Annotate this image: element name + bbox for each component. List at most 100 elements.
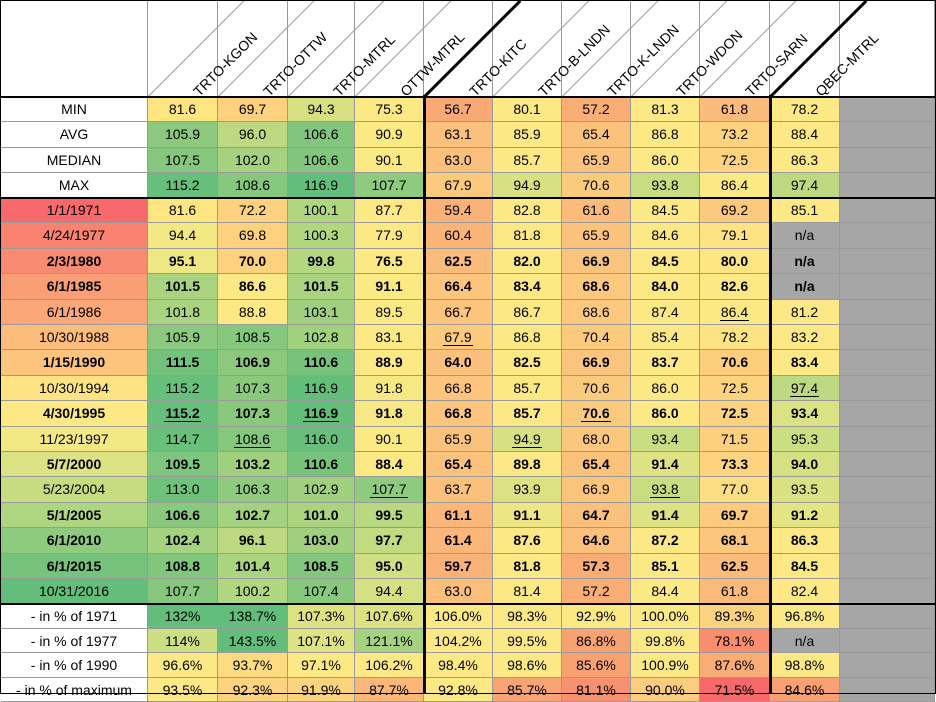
stat-row-cell[interactable]: 86.8 (631, 122, 700, 148)
data-row-cell[interactable]: 70.6 (562, 401, 631, 427)
data-row-cell[interactable]: 97.7 (355, 528, 424, 554)
data-row-cell[interactable]: 83.1 (355, 325, 424, 351)
data-row-cell[interactable]: 91.1 (355, 274, 424, 300)
stat-row-cell[interactable]: 93.8 (631, 172, 700, 198)
data-row-cell[interactable]: 89.5 (355, 299, 424, 325)
pct-row-cell[interactable]: n/a (770, 628, 840, 654)
stat-row-cell[interactable]: 65.9 (562, 147, 631, 173)
stat-row-cell[interactable]: 80.1 (493, 97, 562, 123)
data-row-cell[interactable]: 76.5 (355, 248, 424, 275)
data-row-cell[interactable]: 60.4 (424, 223, 493, 249)
data-row-cell[interactable]: 107.3 (218, 401, 288, 427)
stat-row-cell[interactable]: 90.9 (355, 122, 424, 148)
data-row-cell[interactable]: 99.8 (288, 248, 355, 275)
pct-row-cell[interactable]: 92.9% (562, 604, 631, 629)
data-row-cell[interactable]: 68.6 (562, 299, 631, 325)
data-row-cell[interactable]: 108.5 (288, 553, 355, 579)
data-row-cell[interactable]: 86.3 (770, 528, 840, 554)
data-row-cell[interactable]: 61.1 (424, 502, 493, 529)
data-row-cell[interactable]: 103.1 (288, 299, 355, 325)
data-row-cell[interactable]: 85.1 (631, 553, 700, 579)
pct-row-cell[interactable]: 96.6% (148, 653, 218, 678)
stat-row-cell[interactable]: 107.5 (148, 147, 218, 173)
pct-row-cell[interactable]: 106.0% (424, 604, 493, 629)
data-row-cell[interactable]: 78.2 (700, 325, 770, 351)
data-row-cell[interactable]: 93.8 (631, 477, 700, 503)
pct-row-cell[interactable]: 138.7% (218, 604, 288, 629)
stat-row-cell[interactable]: 105.9 (148, 122, 218, 148)
data-row-cell[interactable]: 81.2 (770, 299, 840, 325)
stat-row-cell[interactable]: 63.0 (424, 147, 493, 173)
data-row-cell[interactable]: 62.5 (424, 248, 493, 275)
data-row-cell[interactable]: 63.7 (424, 477, 493, 503)
data-row-cell[interactable]: 91.8 (355, 401, 424, 427)
data-row-cell[interactable]: 106.9 (218, 350, 288, 376)
data-row-cell[interactable]: 59.4 (424, 198, 493, 224)
data-row-cell[interactable]: 100.3 (288, 223, 355, 249)
data-row-cell[interactable]: 107.3 (218, 375, 288, 402)
data-row-cell[interactable]: 101.5 (288, 274, 355, 300)
data-row-cell[interactable]: 68.1 (700, 528, 770, 554)
data-row-cell[interactable]: 106.6 (148, 502, 218, 529)
pct-row-cell[interactable]: 121.1% (355, 628, 424, 654)
data-row-cell[interactable]: 82.4 (770, 579, 840, 605)
data-row-cell[interactable]: 88.9 (355, 350, 424, 376)
data-row-cell[interactable]: 68.6 (562, 274, 631, 300)
pct-row-cell[interactable]: 87.6% (700, 653, 770, 678)
stat-row-cell[interactable]: 56.7 (424, 97, 493, 123)
stat-row-cell[interactable]: 70.6 (562, 172, 631, 198)
stat-row-cell[interactable]: 72.5 (700, 147, 770, 173)
pct-row-cell[interactable]: 85.6% (562, 653, 631, 678)
data-row-cell[interactable]: 69.8 (218, 223, 288, 249)
data-row-cell[interactable]: 79.1 (700, 223, 770, 249)
data-row-cell[interactable]: 101.5 (148, 274, 218, 300)
data-row-cell[interactable]: 93.9 (493, 477, 562, 503)
data-row-cell[interactable]: 64.7 (562, 502, 631, 529)
pct-row-cell[interactable]: 132% (148, 604, 218, 629)
data-row-cell[interactable]: 113.0 (148, 477, 218, 503)
data-row-cell[interactable]: 101.0 (288, 502, 355, 529)
data-row-cell[interactable]: 67.9 (424, 325, 493, 351)
data-row-cell[interactable]: 105.9 (148, 325, 218, 351)
data-row-cell[interactable]: 94.4 (355, 579, 424, 605)
stat-row-cell[interactable]: 69.7 (218, 97, 288, 123)
data-row-cell[interactable]: 65.4 (562, 452, 631, 478)
data-row-cell[interactable]: 66.9 (562, 248, 631, 275)
data-row-cell[interactable]: 91.1 (493, 502, 562, 529)
pct-row-cell[interactable]: 78.1% (700, 628, 770, 654)
data-row-cell[interactable]: 70.4 (562, 325, 631, 351)
data-row-cell[interactable]: 111.5 (148, 350, 218, 376)
data-row-cell[interactable]: 84.0 (631, 274, 700, 300)
pct-row-cell[interactable]: 104.2% (424, 628, 493, 654)
data-row-cell[interactable]: 87.7 (355, 198, 424, 224)
data-row-cell[interactable]: n/a (770, 274, 840, 300)
data-row-cell[interactable]: n/a (770, 248, 840, 275)
data-row-cell[interactable]: 82.0 (493, 248, 562, 275)
stat-row-cell[interactable]: 85.7 (493, 147, 562, 173)
pct-row-cell[interactable]: 97.1% (288, 653, 355, 678)
pct-row-cell[interactable]: 107.3% (288, 604, 355, 629)
data-row-cell[interactable]: 102.7 (218, 502, 288, 529)
data-row-cell[interactable]: 57.3 (562, 553, 631, 579)
data-row-cell[interactable]: 84.4 (631, 579, 700, 605)
data-row-cell[interactable]: 65.9 (562, 223, 631, 249)
data-row-cell[interactable]: 81.6 (148, 198, 218, 224)
pct-row-cell[interactable]: 89.3% (700, 604, 770, 629)
data-row-cell[interactable]: 68.0 (562, 426, 631, 452)
pct-row-cell[interactable]: 143.5% (218, 628, 288, 654)
data-row-cell[interactable]: 81.8 (493, 223, 562, 249)
data-row-cell[interactable]: 88.4 (355, 452, 424, 478)
data-row-cell[interactable]: 72.2 (218, 198, 288, 224)
data-row-cell[interactable]: 91.4 (631, 502, 700, 529)
pct-row-cell[interactable]: 106.2% (355, 653, 424, 678)
data-row-cell[interactable]: 85.7 (493, 401, 562, 427)
data-row-cell[interactable]: 107.7 (355, 477, 424, 503)
data-row-cell[interactable]: 73.3 (700, 452, 770, 478)
data-row-cell[interactable]: 93.4 (770, 401, 840, 427)
pct-row-cell[interactable]: 91.9% (288, 677, 355, 702)
stat-row-cell[interactable]: 96.0 (218, 122, 288, 148)
data-row-cell[interactable]: 84.6 (631, 223, 700, 249)
stat-row-cell[interactable]: 115.2 (148, 172, 218, 198)
data-row-cell[interactable]: 66.8 (424, 375, 493, 402)
stat-row-cell[interactable]: 63.1 (424, 122, 493, 148)
